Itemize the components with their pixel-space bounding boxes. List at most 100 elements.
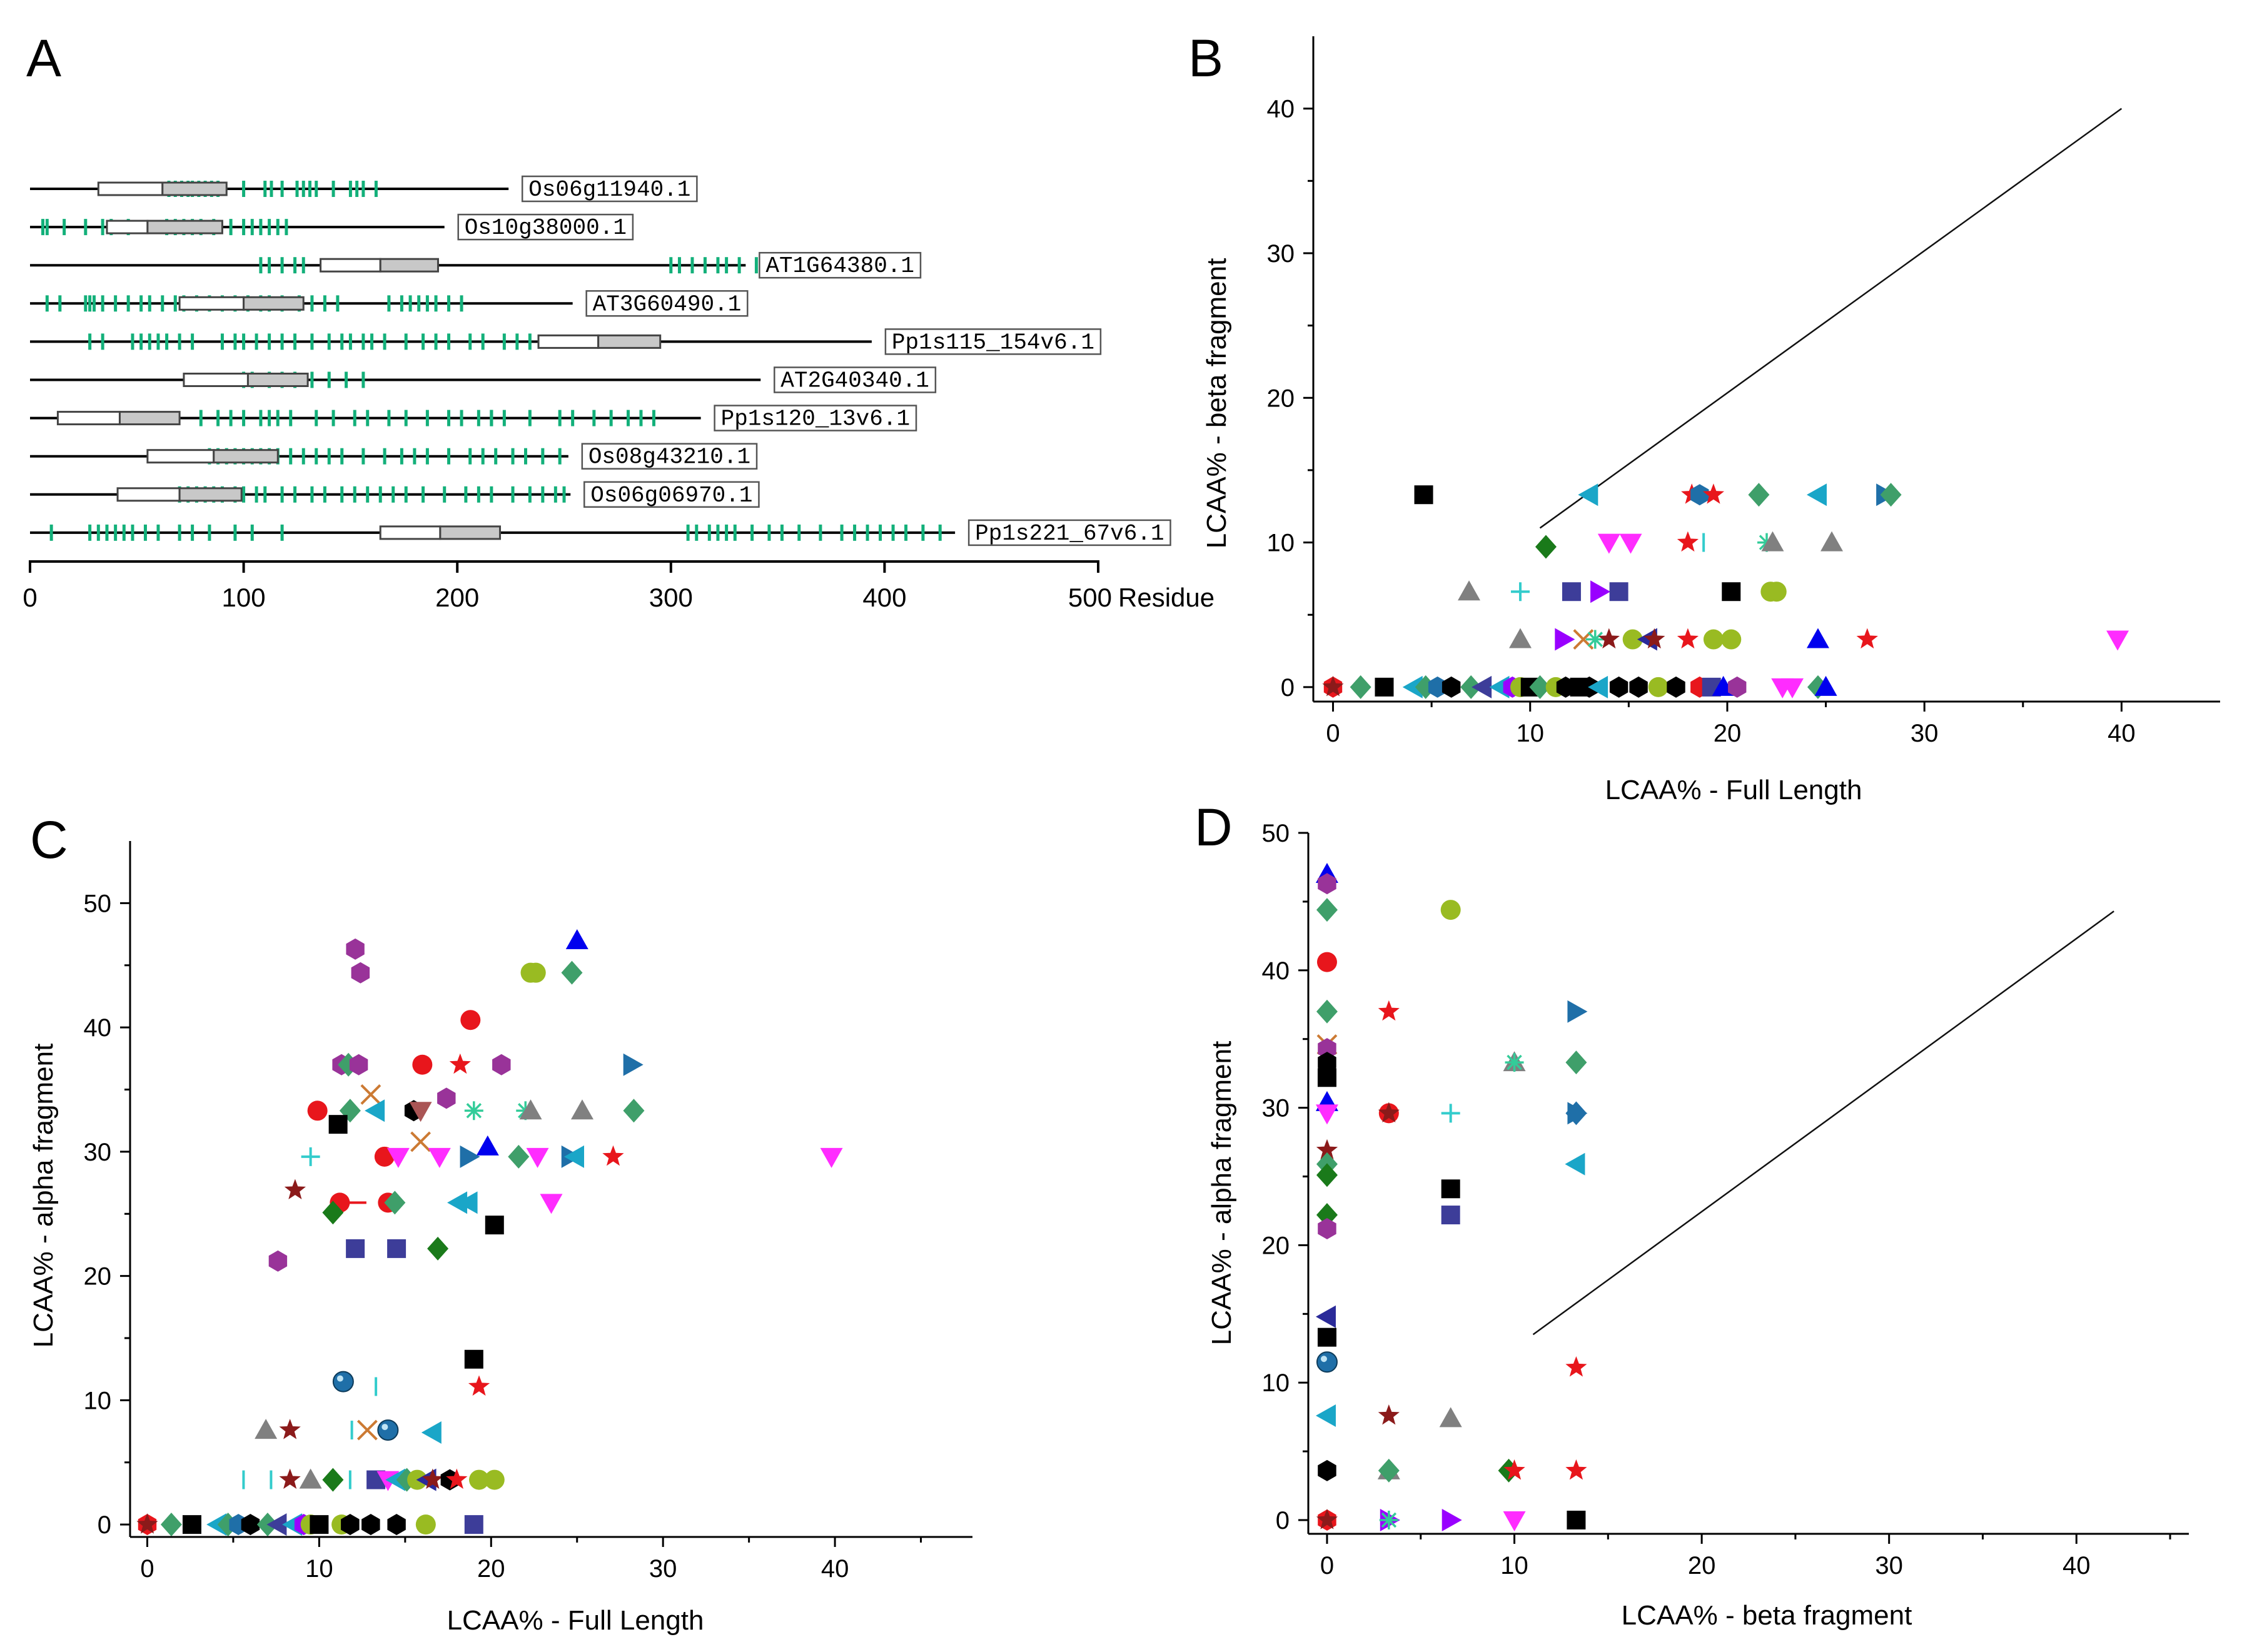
- x-tick-label: 30: [1875, 1552, 1903, 1579]
- circle-marker: [1648, 677, 1669, 697]
- diamond-marker: [1535, 535, 1557, 559]
- panel-b-y-axis-label: LCAA% - beta fragment: [1201, 258, 1232, 549]
- protein-label-box: [581, 443, 758, 470]
- square-marker: [310, 1515, 329, 1534]
- triangle-down-marker: [526, 1147, 549, 1168]
- square-marker: [1722, 582, 1741, 602]
- reference-diagonal-line: [1532, 910, 2114, 1336]
- star-marker: [468, 1375, 490, 1396]
- hexagon-marker: [1318, 873, 1336, 895]
- star-marker: [1565, 1459, 1587, 1480]
- cross-marker: [410, 1131, 431, 1152]
- triangle-left-marker: [447, 1191, 468, 1214]
- diamond-marker: [1565, 1050, 1587, 1075]
- asterisk-marker: [1585, 630, 1605, 649]
- triangle-left-marker: [421, 1421, 442, 1444]
- residue-tick-label: 300: [649, 583, 693, 612]
- triangle-left-marker: [1588, 675, 1608, 698]
- square-marker: [328, 1115, 348, 1134]
- protein-label-box: [583, 481, 760, 508]
- star-marker: [136, 1513, 158, 1534]
- star-marker: [1644, 628, 1665, 649]
- diamond-marker: [160, 1513, 182, 1537]
- x-tick-label: 20: [1688, 1552, 1716, 1579]
- triangle-marker: [565, 929, 588, 949]
- circle-marker: [307, 1100, 328, 1121]
- protein-row: Pp1s221_67v6.1: [30, 519, 1171, 546]
- diamond-marker: [1565, 1101, 1587, 1126]
- x-tick-label: 40: [821, 1555, 849, 1583]
- residue-tick-label: 200: [435, 583, 479, 612]
- triangle-down-marker: [1315, 1104, 1338, 1125]
- triangle-left-marker: [1565, 1152, 1585, 1176]
- sphere-marker: [332, 1371, 354, 1393]
- domain-box-filled: [597, 334, 662, 349]
- asterisk-marker: [464, 1101, 483, 1121]
- triangle-left-marker: [1315, 1404, 1336, 1427]
- protein-row: AT1G64380.1: [30, 251, 922, 279]
- y-tick-label: 20: [1267, 385, 1295, 412]
- reference-diagonal-line: [1539, 108, 2123, 529]
- hexagon-marker: [349, 1054, 368, 1075]
- asterisk-marker: [1505, 1053, 1524, 1072]
- cross-marker: [360, 1084, 381, 1105]
- x-tick-label: 30: [649, 1555, 677, 1583]
- domain-box-filled: [178, 487, 243, 502]
- hexagon-marker: [341, 1514, 360, 1536]
- star-marker: [422, 1468, 443, 1489]
- hexagon-marker: [1318, 1459, 1336, 1481]
- y-tick-label: 0: [98, 1511, 111, 1539]
- protein-label-box: [967, 519, 1171, 546]
- hexagon-marker: [1667, 676, 1685, 698]
- x-tick-label: 10: [1516, 720, 1544, 747]
- y-tick-label: 40: [84, 1014, 112, 1042]
- circle-marker: [460, 1010, 481, 1030]
- domain-box-filled: [379, 258, 439, 273]
- residue-axis-label: Residue: [1118, 583, 1214, 612]
- diamond-marker: [1316, 898, 1338, 922]
- diamond-marker: [623, 1099, 645, 1123]
- protein-label-box: [457, 213, 634, 241]
- circle-marker: [1622, 629, 1643, 650]
- triangle-left-marker: [1472, 675, 1492, 698]
- hexagon-marker: [1728, 676, 1747, 698]
- domain-box-open: [106, 219, 149, 234]
- triangle-down-marker: [1619, 533, 1642, 554]
- triangle-right-marker: [1442, 1509, 1462, 1532]
- circle-marker: [1440, 900, 1461, 920]
- x-tick-label: 40: [2108, 720, 2136, 747]
- residue-tick-label: 100: [222, 583, 266, 612]
- star-marker: [1677, 531, 1699, 552]
- y-tick-label: 0: [1281, 674, 1295, 702]
- protein-row: Os06g06970.1: [30, 481, 760, 508]
- panel-c-y-axis-label: LCAA% - alpha fragment: [28, 1044, 59, 1348]
- plus-marker: [301, 1147, 320, 1166]
- domain-box-open: [537, 334, 600, 349]
- domain-box-filled: [213, 449, 279, 464]
- protein-label: Pp1s115_154v6.1: [892, 330, 1094, 355]
- y-tick-label: 20: [84, 1263, 112, 1291]
- protein-label-box: [714, 405, 917, 431]
- triangle-down-marker: [540, 1194, 563, 1214]
- protein-row: Pp1s120_13v6.1: [30, 405, 917, 432]
- star-marker: [1702, 483, 1724, 504]
- diamond-marker: [1378, 1458, 1400, 1483]
- sphere-marker: [1316, 1351, 1338, 1373]
- triangle-down-marker: [386, 1147, 410, 1168]
- star-marker: [1316, 1509, 1338, 1529]
- triangle-down-marker: [409, 1102, 432, 1122]
- circle-marker: [415, 1514, 436, 1535]
- panel-c-x-axis-label: LCAA% - Full Length: [447, 1605, 704, 1636]
- square-marker: [1562, 582, 1581, 602]
- circle-marker: [1316, 952, 1337, 972]
- protein-label: Os06g06970.1: [590, 483, 752, 508]
- x-tick-label: 20: [1714, 720, 1742, 747]
- star-marker: [1677, 628, 1699, 649]
- protein-row: AT2G40340.1: [30, 366, 937, 394]
- star-marker: [1316, 1139, 1338, 1160]
- hexagon-marker: [361, 1514, 380, 1536]
- triangle-down-marker: [1597, 533, 1620, 554]
- triangle-marker: [570, 1099, 593, 1120]
- square-marker: [1317, 1327, 1336, 1347]
- sphere-highlight: [1320, 1356, 1327, 1362]
